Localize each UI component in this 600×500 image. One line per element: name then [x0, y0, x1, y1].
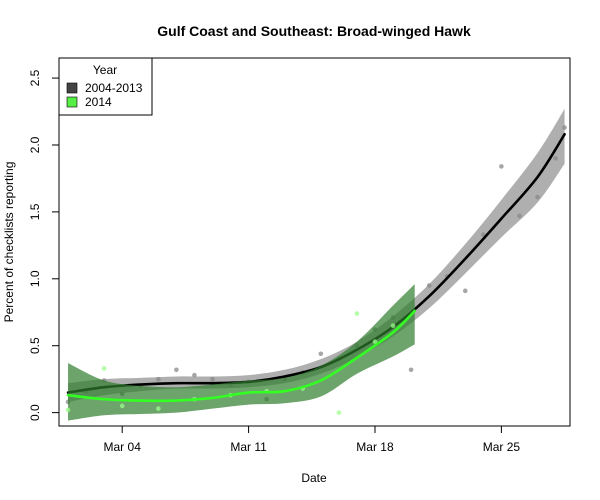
series-2014 [65, 284, 417, 421]
series-layer [65, 108, 567, 421]
data-point-2014-10 [372, 339, 378, 344]
data-point-2004-2013-7 [192, 372, 197, 378]
y-axis: 0.0 0.5 1.0 1.5 2.0 2.5 [28, 69, 59, 421]
data-point-2004-2013-5 [156, 376, 161, 382]
legend-label-2004-2013: 2004-2013 [85, 81, 143, 95]
data-point-2004-2013-19 [408, 367, 414, 373]
y-tick-label-3: 1.5 [28, 203, 42, 220]
data-point-2014-9 [354, 311, 360, 316]
data-point-2014-3 [156, 406, 161, 411]
data-point-2004-2013-8 [210, 376, 215, 382]
data-point-2004-2013-26 [535, 194, 540, 200]
data-point-2004-2013-24 [499, 164, 504, 169]
legend-swatch-2014 [66, 96, 78, 108]
x-tick-label-3: Mar 25 [483, 440, 521, 454]
data-point-2004-2013-20 [426, 283, 432, 288]
legend-label-2014: 2014 [85, 95, 112, 109]
data-point-2014-11 [390, 323, 396, 328]
legend: Year 2004-2013 2014 [58, 57, 153, 116]
confidence-band-2014 [68, 284, 415, 421]
y-tick-label-1: 0.5 [28, 337, 42, 354]
data-point-2014-8 [336, 410, 342, 415]
data-point-2004-2013-22 [462, 288, 468, 294]
series-2004-2013 [65, 108, 567, 405]
x-tick-label-2: Mar 18 [356, 440, 394, 454]
trend-line-2004-2013 [66, 132, 566, 394]
plot-frame [58, 57, 571, 427]
legend-swatch-2004-2013 [66, 82, 78, 94]
data-point-2014-2 [119, 403, 125, 409]
plot-area [58, 57, 571, 427]
y-tick-label-4: 2.0 [28, 136, 42, 153]
x-tick-label-1: Mar 11 [230, 440, 267, 454]
chart-title: Gulf Coast and Southeast: Broad-winged H… [157, 23, 471, 39]
y-axis-label: Percent of checklists reporting [2, 162, 16, 323]
data-point-2004-2013-6 [174, 367, 179, 373]
data-point-2004-2013-25 [517, 213, 522, 219]
data-point-2014-0 [65, 407, 71, 413]
trend-line-2014 [66, 309, 417, 403]
data-point-2014-1 [101, 366, 107, 371]
y-tick-label-5: 2.5 [28, 69, 42, 86]
legend-title: Year [93, 63, 117, 77]
x-tick-label-0: Mar 04 [104, 440, 142, 454]
y-tick-label-2: 1.0 [28, 270, 42, 287]
data-point-2004-2013-28 [562, 125, 567, 130]
x-axis-label: Date [301, 471, 327, 485]
data-point-2004-2013-27 [553, 156, 558, 161]
data-point-2004-2013-14 [318, 351, 324, 357]
x-axis: Mar 04 Mar 11 Mar 18 Mar 25 [104, 426, 521, 454]
confidence-band-2004-2013 [68, 108, 565, 402]
y-tick-label-0: 0.0 [28, 404, 42, 421]
